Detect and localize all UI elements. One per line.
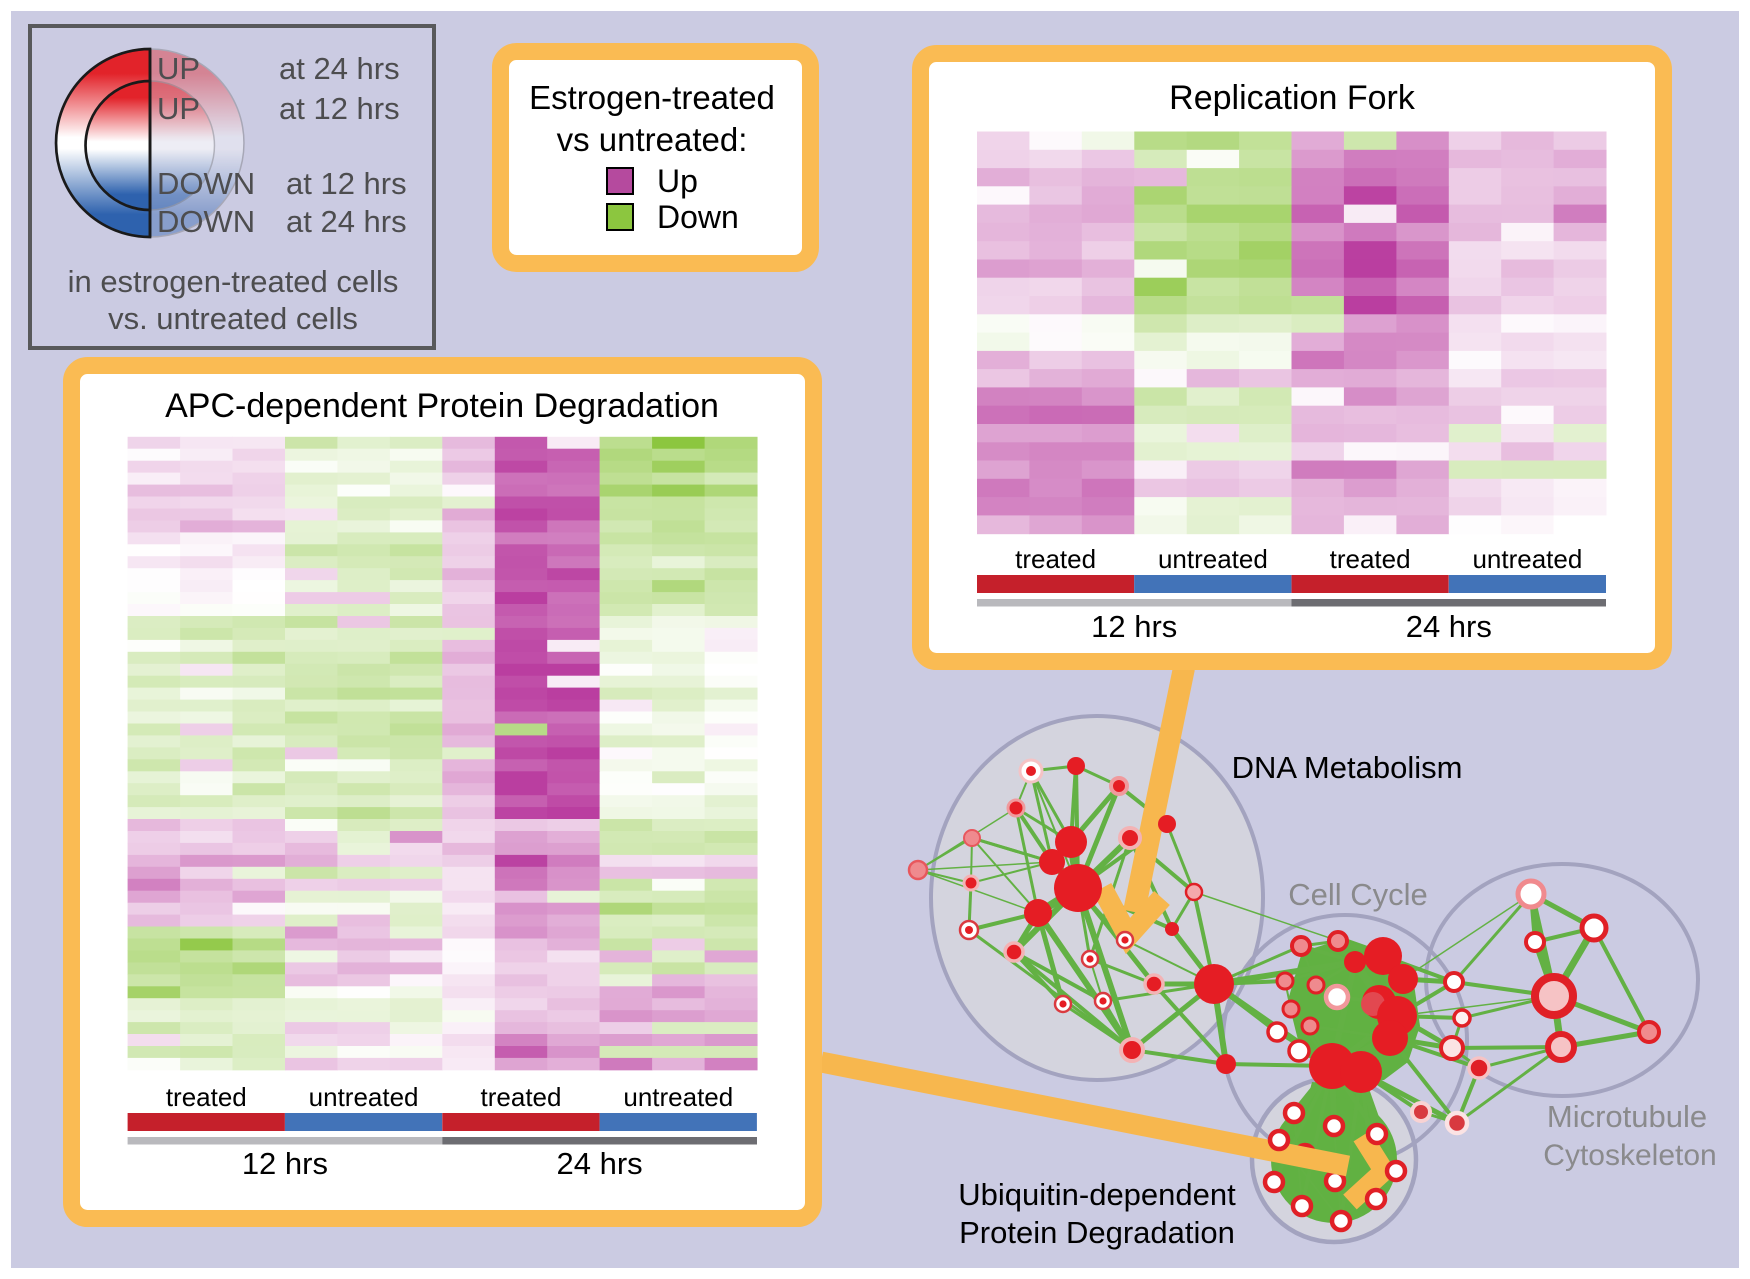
svg-text:untreated: untreated: [1472, 544, 1582, 574]
svg-text:DOWN: DOWN: [157, 166, 255, 201]
svg-text:at 24 hrs: at 24 hrs: [279, 51, 400, 86]
svg-text:Microtubule: Microtubule: [1547, 1099, 1707, 1134]
svg-text:24 hrs: 24 hrs: [1406, 609, 1492, 644]
svg-text:treated: treated: [1330, 544, 1411, 574]
svg-text:at 24 hrs: at 24 hrs: [286, 204, 407, 239]
svg-text:APC-dependent Protein Degradat: APC-dependent Protein Degradation: [165, 387, 719, 425]
svg-text:12 hrs: 12 hrs: [242, 1146, 328, 1181]
svg-text:Protein Degradation: Protein Degradation: [959, 1215, 1235, 1250]
svg-text:untreated: untreated: [309, 1082, 419, 1112]
svg-text:12 hrs: 12 hrs: [1091, 609, 1177, 644]
svg-text:Up: Up: [657, 163, 698, 199]
svg-text:vs untreated:: vs untreated:: [557, 121, 748, 158]
svg-text:at 12 hrs: at 12 hrs: [279, 91, 400, 126]
svg-text:DNA Metabolism: DNA Metabolism: [1232, 750, 1463, 785]
svg-text:Cytoskeleton: Cytoskeleton: [1543, 1139, 1716, 1172]
svg-text:Ubiquitin-dependent: Ubiquitin-dependent: [958, 1177, 1236, 1212]
svg-text:UP: UP: [157, 91, 200, 126]
svg-text:24 hrs: 24 hrs: [557, 1146, 643, 1181]
svg-text:vs. untreated cells: vs. untreated cells: [108, 301, 358, 336]
svg-text:treated: treated: [481, 1082, 562, 1112]
svg-text:untreated: untreated: [1158, 544, 1268, 574]
svg-text:untreated: untreated: [623, 1082, 733, 1112]
svg-text:Cell Cycle: Cell Cycle: [1288, 877, 1428, 912]
svg-text:treated: treated: [166, 1082, 247, 1112]
svg-text:in estrogen-treated cells: in estrogen-treated cells: [68, 264, 399, 299]
svg-text:Replication Fork: Replication Fork: [1169, 79, 1416, 117]
svg-text:UP: UP: [157, 51, 200, 86]
svg-text:Down: Down: [657, 199, 739, 235]
svg-text:Estrogen-treated: Estrogen-treated: [529, 79, 775, 116]
svg-text:DOWN: DOWN: [157, 204, 255, 239]
svg-text:treated: treated: [1015, 544, 1096, 574]
svg-text:at 12 hrs: at 12 hrs: [286, 166, 407, 201]
